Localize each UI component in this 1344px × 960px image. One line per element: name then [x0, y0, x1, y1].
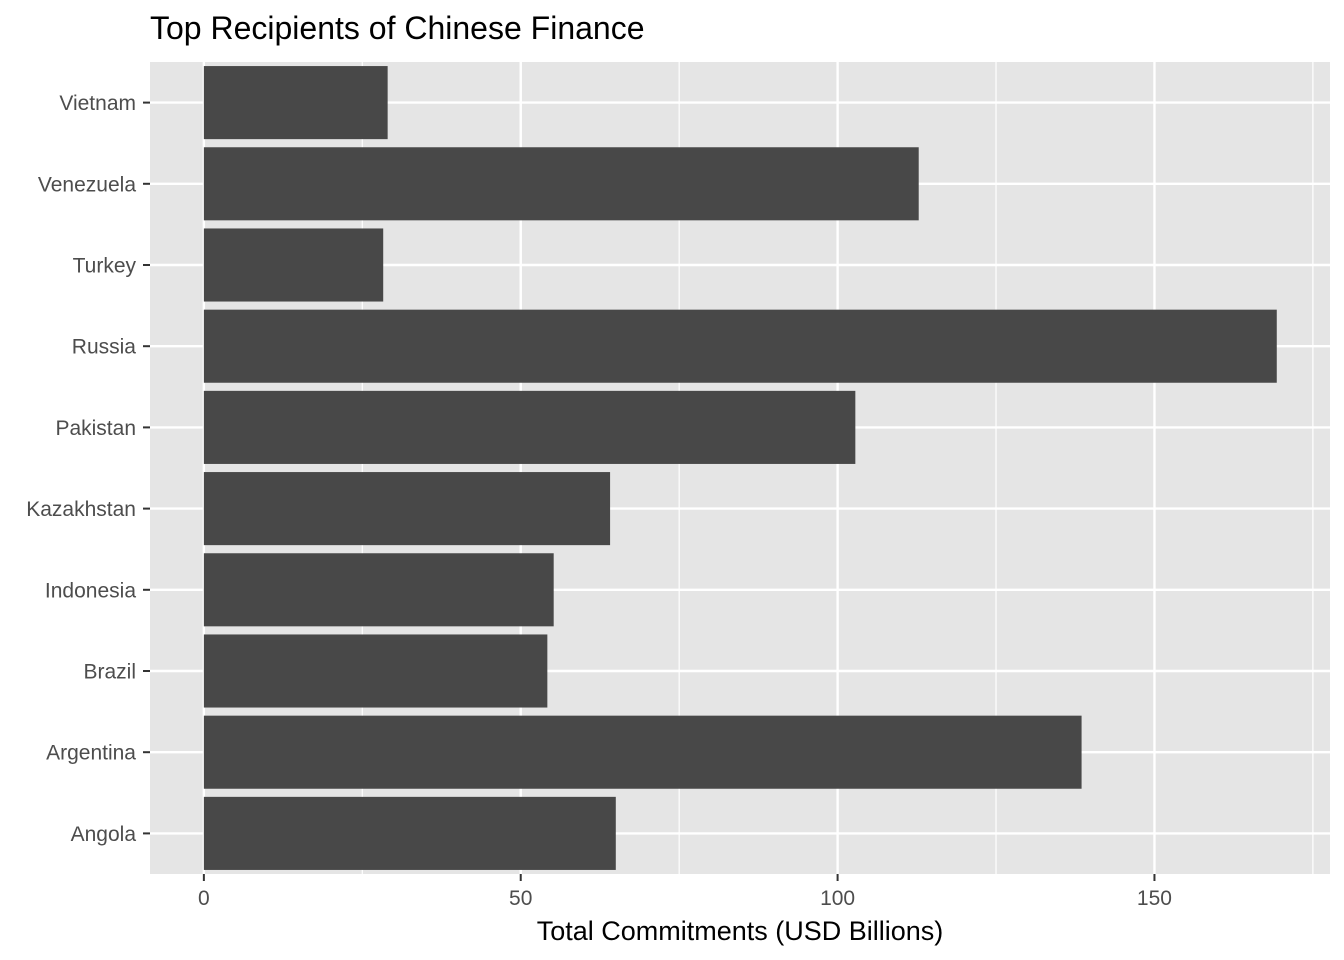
bar-vietnam	[203, 66, 388, 140]
y-tick-label: Brazil	[83, 661, 136, 684]
y-tick-label: Turkey	[73, 255, 137, 278]
bar-argentina	[203, 715, 1082, 789]
bar-kazakhstan	[203, 472, 611, 546]
y-axis: Angola Argentina Brazil Indonesia Kazakhstan…	[26, 92, 150, 846]
bar-angola	[203, 796, 616, 870]
bar-venezuela	[203, 147, 919, 221]
bars	[203, 66, 1277, 870]
y-tick-label: Russia	[72, 336, 137, 359]
x-tick-label: 150	[1137, 887, 1172, 910]
y-tick-label: Kazakhstan	[26, 498, 136, 521]
bar-indonesia	[203, 553, 554, 627]
y-tick-label: Venezuela	[38, 173, 136, 196]
bar-russia	[203, 309, 1277, 383]
x-axis-title: Total Commitments (USD Billions)	[537, 916, 944, 946]
x-tick-label: 0	[198, 887, 210, 910]
y-tick-label: Indonesia	[45, 579, 136, 602]
x-tick-label: 50	[509, 887, 532, 910]
x-tick-label: 100	[820, 887, 855, 910]
bar-turkey	[203, 228, 384, 302]
x-axis: 0 50 100 150	[198, 874, 1172, 910]
y-tick-label: Argentina	[46, 742, 136, 765]
bar-pakistan	[203, 390, 856, 464]
bar-brazil	[203, 634, 548, 708]
y-tick-label: Pakistan	[55, 417, 136, 440]
y-tick-label: Vietnam	[59, 92, 136, 115]
y-tick-label: Angola	[71, 823, 137, 846]
chart-title: Top Recipients of Chinese Finance	[150, 10, 645, 46]
